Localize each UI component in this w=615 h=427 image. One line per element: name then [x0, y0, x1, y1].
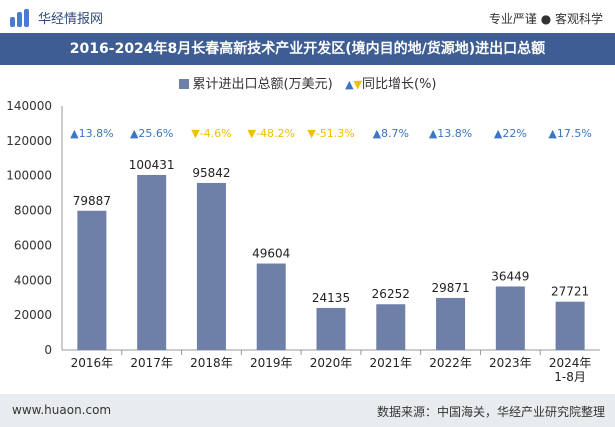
- x-tick-label: 2022年: [429, 356, 472, 370]
- x-tick-label: 2020年: [310, 356, 353, 370]
- bar: [436, 297, 466, 350]
- bar: [495, 286, 525, 350]
- bar-value-label: 36449: [491, 269, 529, 283]
- growth-label: ▼-51.3%: [307, 127, 354, 140]
- bar: [555, 301, 585, 350]
- growth-label: ▲13.8%: [70, 127, 113, 140]
- legend-bar-label: 累计进出口总额(万美元): [192, 77, 333, 92]
- bar-value-label: 27721: [551, 285, 589, 299]
- growth-label: ▲22%: [494, 127, 527, 140]
- x-tick-label: 2023年: [489, 356, 532, 370]
- growth-label: ▼-48.2%: [248, 127, 295, 140]
- bar-value-label: 49604: [252, 247, 290, 261]
- bar-value-label: 29871: [431, 281, 469, 295]
- bar-value-label: 95842: [192, 166, 230, 180]
- bar-value-label: 79887: [73, 194, 111, 208]
- legend-bar-swatch: [178, 79, 189, 89]
- growth-label: ▲8.7%: [373, 127, 409, 140]
- brand-name: 华经情报网: [38, 12, 104, 27]
- tagline: 专业严谨 ● 客观科学: [488, 12, 603, 26]
- bar: [376, 304, 406, 350]
- y-tick-label: 0: [44, 343, 52, 357]
- y-tick-label: 60000: [14, 238, 52, 252]
- x-tick-label: 2016年: [71, 356, 114, 370]
- logo-icon: [10, 8, 30, 27]
- y-tick-label: 140000: [6, 99, 52, 113]
- bar-value-label: 24135: [312, 291, 350, 305]
- bar-value-label: 26252: [372, 287, 410, 301]
- legend-line-label: 同比增长(%): [362, 77, 437, 92]
- bar-value-label: 100431: [129, 158, 175, 172]
- x-tick-label: 2019年: [250, 356, 293, 370]
- y-tick-label: 80000: [14, 204, 52, 218]
- x-tick-label: 2018年: [190, 356, 233, 370]
- bar: [77, 210, 107, 350]
- growth-label: ▲13.8%: [429, 127, 472, 140]
- bar: [316, 307, 346, 350]
- x-tick-label: 2017年: [130, 356, 173, 370]
- x-tick-label: 2024年 1-8月: [549, 356, 592, 384]
- footer: www.huaon.com 数据来源：中国海关，华经产业研究院整理: [0, 394, 615, 427]
- growth-label: ▲25.6%: [130, 127, 173, 140]
- x-tick-label: 2021年: [370, 356, 413, 370]
- bar-chart: 0 20000 40000 60000 80000 100000 120000 140000 7…: [6, 99, 600, 384]
- bar: [256, 263, 286, 350]
- bar: [137, 174, 167, 350]
- growth-label: ▼-4.6%: [191, 127, 231, 140]
- legend: 累计进出口总额(万美元) ▲▼同比增长(%): [0, 73, 615, 92]
- brand: 华经情报网: [10, 8, 103, 27]
- top-bar: 华经情报网 专业严谨 ● 客观科学: [0, 0, 615, 33]
- growth-label: ▲17.5%: [548, 127, 591, 140]
- legend-down-triangle-icon: ▼: [353, 78, 362, 91]
- y-tick-label: 20000: [14, 308, 52, 322]
- y-tick-label: 120000: [6, 134, 52, 148]
- y-tick-label: 40000: [14, 273, 52, 287]
- footer-website: www.huaon.com: [12, 403, 112, 417]
- y-tick-label: 100000: [6, 169, 52, 183]
- legend-up-triangle-icon: ▲: [345, 78, 354, 91]
- chart-title: 2016-2024年8月长春高新技术产业开发区(境内目的地/货源地)进出口总额: [0, 33, 615, 65]
- footer-source: 数据来源：中国海关，华经产业研究院整理: [376, 405, 605, 419]
- bar: [196, 182, 226, 350]
